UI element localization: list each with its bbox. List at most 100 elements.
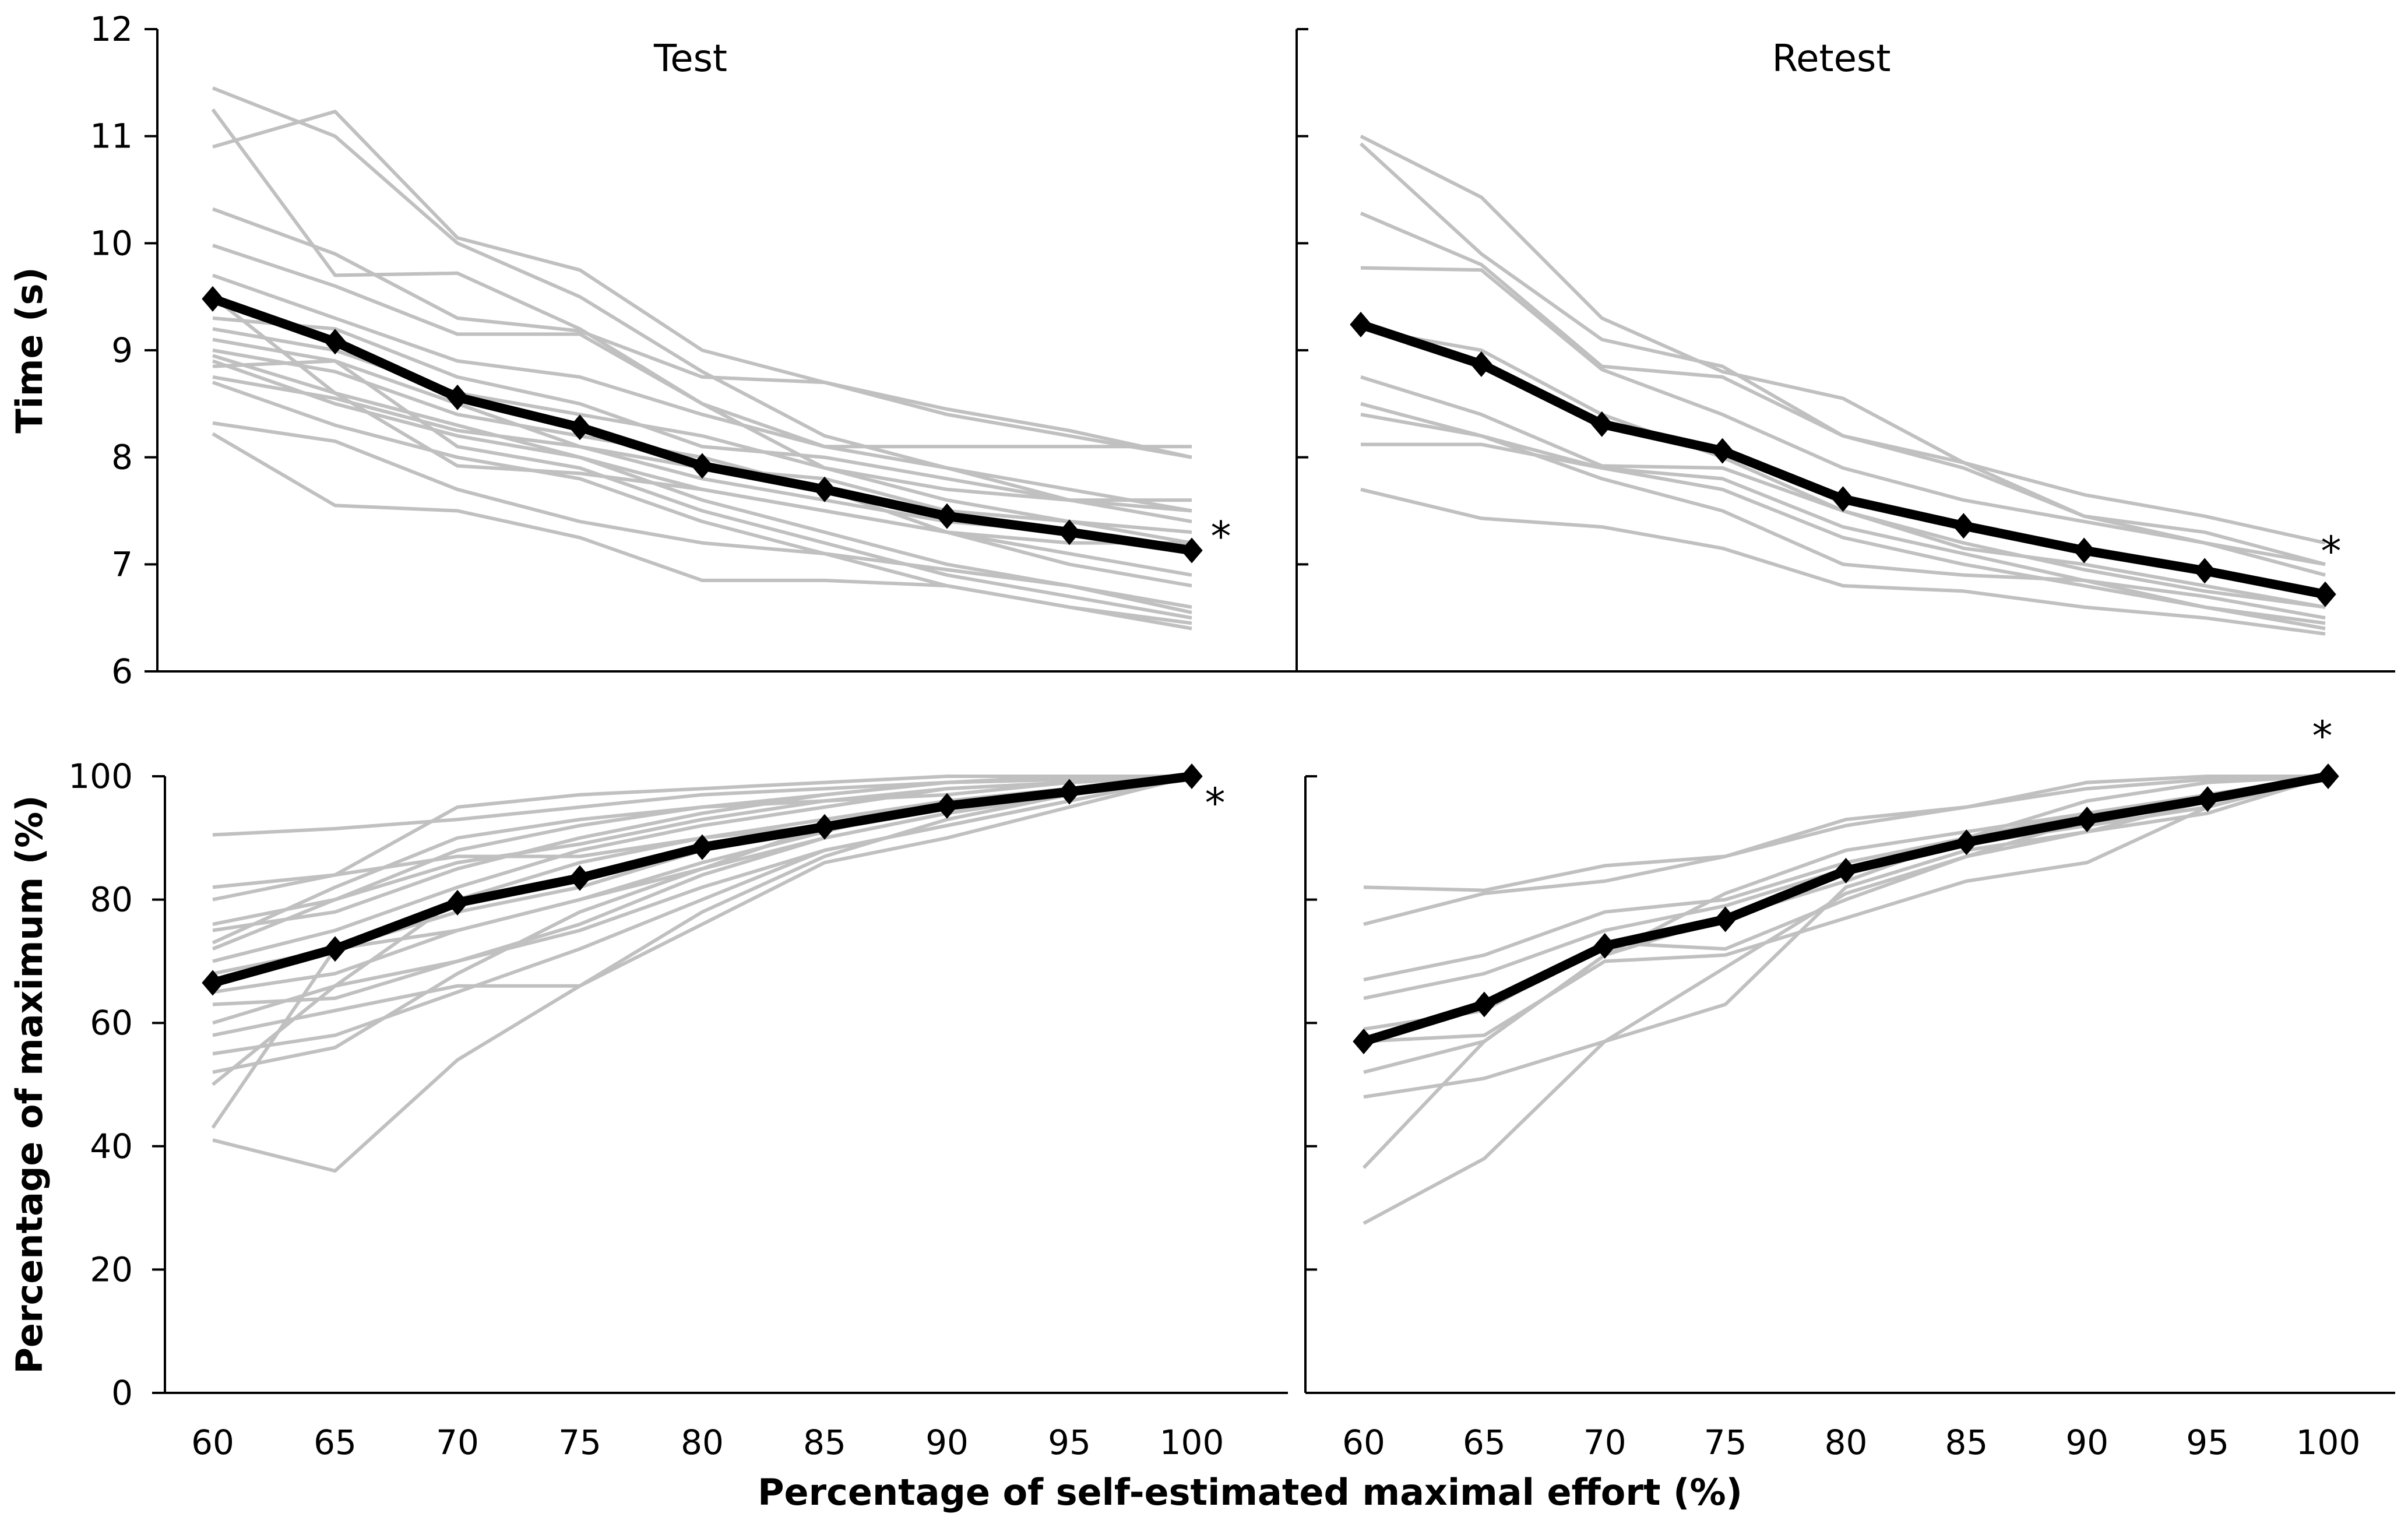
individual-line (1360, 266, 2326, 566)
y-tick-label: 7 (111, 544, 133, 584)
x-tick-label: 85 (1945, 1423, 1988, 1462)
y-tick-label: 12 (90, 9, 133, 49)
y-tick-label: 40 (90, 1127, 133, 1166)
significance-star: * (2312, 712, 2333, 760)
x-tick-label: 100 (2296, 1423, 2361, 1462)
mean-marker (446, 889, 469, 916)
individual-line (212, 381, 1192, 625)
x-tick-label: 65 (1463, 1423, 1506, 1462)
individual-line (1363, 775, 2329, 1099)
individual-line (1360, 135, 2326, 577)
x-tick-label: 90 (2065, 1423, 2108, 1462)
y-tick-label: 0 (111, 1373, 133, 1413)
mean-marker (691, 834, 713, 860)
x-axis-title: Percentage of self-estimated maximal eff… (758, 1471, 1742, 1514)
mean-marker (569, 414, 591, 441)
y-axis-title: Time (s) (8, 267, 51, 433)
x-tick-label: 80 (1825, 1423, 1868, 1462)
individual-line (212, 359, 1192, 620)
individual-line (212, 86, 1192, 523)
mean-marker (202, 970, 224, 996)
individual-line (1362, 775, 2329, 1169)
mean-marker (814, 814, 836, 840)
x-tick-label: 60 (1342, 1423, 1385, 1462)
panel-retest-time: Retest * (1295, 28, 2395, 673)
mean-marker (1832, 486, 1854, 512)
mean-marker (1353, 1028, 1375, 1054)
individual-line (211, 775, 1192, 1129)
individual-line (1360, 212, 2326, 545)
individual-line (212, 775, 1192, 932)
x-tick-label: 75 (1704, 1423, 1747, 1462)
mean-marker (936, 793, 958, 819)
individual-line (1363, 775, 2328, 926)
mean-marker (1181, 763, 1203, 789)
individual-line (212, 432, 1192, 631)
individual-line (212, 775, 1192, 1173)
mean-marker (446, 384, 469, 410)
significance-star: * (1205, 779, 1226, 827)
x-tick-label: 60 (191, 1423, 234, 1462)
panel-title: Test (653, 37, 727, 80)
individual-line (212, 244, 1192, 449)
individual-line (212, 775, 1192, 963)
individual-line (212, 775, 1192, 1037)
mean-marker (1350, 311, 1372, 337)
x-tick-label: 75 (558, 1423, 601, 1462)
y-tick-label: 10 (90, 223, 133, 263)
x-tick-label: 90 (925, 1423, 969, 1462)
x-tick-label: 70 (436, 1423, 479, 1462)
individual-line (212, 295, 1192, 588)
mean-marker (936, 503, 958, 529)
mean-marker (2196, 786, 2219, 812)
individual-line (1360, 487, 2326, 636)
individual-line (212, 421, 1192, 614)
mean-marker (1591, 411, 1613, 437)
panel-title: Retest (1772, 37, 1891, 80)
y-tick-label: 11 (90, 117, 133, 156)
mean-marker (1711, 438, 1734, 464)
mean-marker (2317, 763, 2339, 789)
mean-marker (2194, 558, 2216, 584)
mean-marker (2076, 807, 2098, 833)
y-tick-label: 20 (90, 1250, 133, 1289)
mean-marker (2073, 537, 2095, 564)
mean-marker (1835, 857, 1857, 884)
individual-line (212, 775, 1192, 1086)
significance-star: * (1211, 512, 1231, 560)
mean-marker (1181, 537, 1203, 564)
mean-marker (1955, 829, 1978, 856)
y-tick-label: 60 (90, 1003, 133, 1043)
mean-marker (324, 936, 346, 962)
individual-line (212, 207, 1192, 459)
panel-test-percent: 0 20 40 60 80 100 60 65 70 75 80 85 90 95 100 Percentag… (8, 756, 1288, 1462)
y-tick-label: 80 (90, 880, 133, 920)
mean-marker (1470, 351, 1492, 377)
individual-line (1360, 413, 2326, 631)
panel-retest-percent: 60 65 70 75 80 85 90 95 100 * (1304, 712, 2395, 1462)
individual-line (212, 775, 1192, 945)
mean-marker (1058, 779, 1080, 805)
mean-marker (1058, 519, 1080, 545)
x-tick-label: 65 (314, 1423, 357, 1462)
x-tick-label: 70 (1583, 1423, 1627, 1462)
individual-line (212, 354, 1192, 609)
x-tick-label: 85 (803, 1423, 846, 1462)
y-tick-label: 9 (111, 330, 133, 370)
x-tick-label: 100 (1160, 1423, 1224, 1462)
y-axis-title: Percentage of maximum (%) (8, 795, 51, 1374)
y-tick-label: 100 (68, 756, 133, 796)
mean-marker (1473, 991, 1495, 1018)
y-tick-label: 6 (111, 652, 133, 691)
mean-marker (1952, 513, 1975, 539)
mean-marker (814, 476, 836, 502)
mean-marker (569, 865, 591, 891)
x-tick-label: 95 (1048, 1423, 1091, 1462)
mean-marker (1714, 906, 1737, 932)
individual-line (212, 273, 1192, 513)
mean-marker (324, 329, 346, 355)
mean-marker (202, 286, 224, 312)
significance-star: * (2321, 527, 2342, 575)
individual-line (1363, 775, 2329, 892)
